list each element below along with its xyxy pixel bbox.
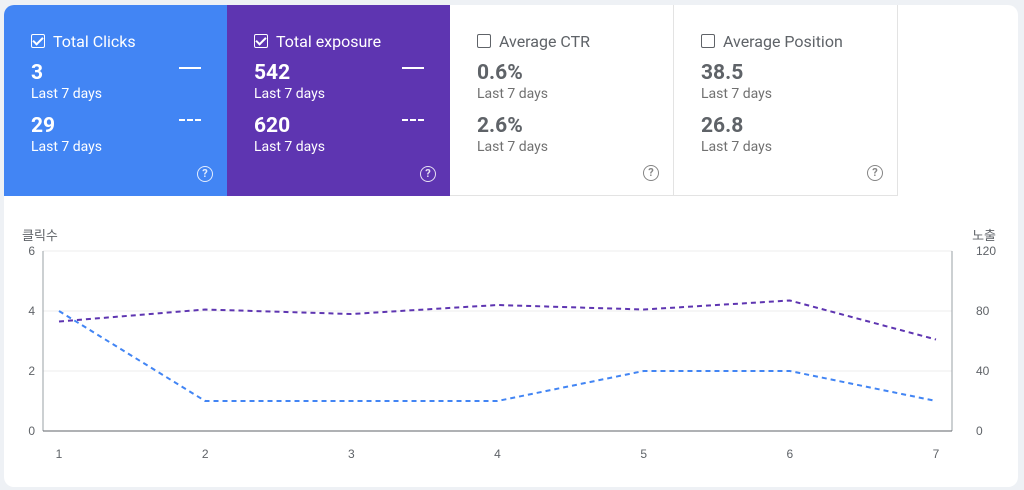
metric-value-previous: 2.6% bbox=[477, 114, 523, 138]
chart-plot: 0 2 4 6 0 40 80 120 1 2 3 4 5 6 7 bbox=[28, 244, 996, 461]
metric-period-current: Last 7 days bbox=[701, 86, 773, 102]
y-right-tick-label: 80 bbox=[976, 304, 990, 318]
legend-dashed-line-icon bbox=[179, 119, 201, 121]
metric-period-current: Last 7 days bbox=[477, 86, 549, 102]
y-left-tick-label: 4 bbox=[28, 304, 35, 318]
metric-period-current: Last 7 days bbox=[31, 86, 103, 102]
performance-card: Total Clicks 3 Last 7 days 29 Last 7 day… bbox=[4, 5, 1018, 487]
metric-total-exposure[interactable]: Total exposure 542 Last 7 days 620 Last … bbox=[227, 5, 450, 196]
metric-value-current: 3 bbox=[31, 61, 44, 85]
metric-period-previous: Last 7 days bbox=[701, 139, 773, 155]
metric-value-previous: 29 bbox=[31, 114, 56, 138]
help-icon[interactable]: ? bbox=[420, 166, 436, 182]
metric-value-current: 0.6% bbox=[477, 61, 523, 85]
metric-header: Average Position bbox=[701, 31, 897, 51]
legend-dashed-line-icon bbox=[402, 119, 424, 121]
series-clicks-line bbox=[58, 310, 937, 402]
x-tick-label: 6 bbox=[786, 447, 793, 461]
checkbox-unchecked-icon[interactable] bbox=[701, 34, 715, 48]
metric-tabs: Total Clicks 3 Last 7 days 29 Last 7 day… bbox=[4, 5, 898, 196]
metric-period-previous: Last 7 days bbox=[477, 139, 549, 155]
metric-period-current: Last 7 days bbox=[254, 86, 326, 102]
x-tick-label: 5 bbox=[640, 447, 647, 461]
legend-solid-line-icon bbox=[402, 67, 424, 69]
series-exposure-line bbox=[58, 299, 937, 341]
metric-value-previous: 26.8 bbox=[701, 114, 744, 138]
metric-value-previous: 620 bbox=[254, 114, 291, 138]
legend-solid-line-icon bbox=[179, 67, 201, 69]
checkbox-checked-icon[interactable] bbox=[31, 34, 45, 48]
metric-average-ctr[interactable]: Average CTR 0.6% Last 7 days 2.6% Last 7… bbox=[450, 5, 674, 196]
y-left-tick-label: 6 bbox=[28, 244, 35, 258]
x-tick-label: 1 bbox=[56, 447, 63, 461]
metric-label: Average Position bbox=[723, 31, 843, 51]
y-left-tick-label: 2 bbox=[28, 364, 35, 378]
help-icon[interactable]: ? bbox=[867, 165, 883, 181]
help-icon[interactable]: ? bbox=[197, 166, 213, 182]
help-icon[interactable]: ? bbox=[643, 165, 659, 181]
metric-period-previous: Last 7 days bbox=[254, 139, 326, 155]
y-axis-right-title: 노출 bbox=[972, 229, 996, 244]
metric-value-current: 542 bbox=[254, 61, 291, 85]
x-tick-label: 2 bbox=[202, 447, 209, 461]
checkbox-unchecked-icon[interactable] bbox=[477, 34, 491, 48]
checkbox-checked-icon[interactable] bbox=[254, 34, 268, 48]
x-tick-label: 3 bbox=[348, 447, 355, 461]
metric-label: Total exposure bbox=[276, 31, 382, 51]
y-left-tick-label: 0 bbox=[28, 424, 35, 438]
metric-label: Total Clicks bbox=[53, 31, 136, 51]
y-axis-left-title: 클릭수 bbox=[22, 229, 58, 244]
metric-total-clicks[interactable]: Total Clicks 3 Last 7 days 29 Last 7 day… bbox=[4, 5, 227, 196]
y-right-tick-label: 40 bbox=[976, 364, 990, 378]
x-tick-label: 4 bbox=[494, 447, 501, 461]
metric-average-position[interactable]: Average Position 38.5 Last 7 days 26.8 L… bbox=[674, 5, 898, 196]
metric-label: Average CTR bbox=[499, 31, 591, 51]
metric-header: Total Clicks bbox=[31, 31, 227, 51]
x-tick-label: 7 bbox=[933, 447, 940, 461]
line-chart: 클릭수 노출 0 2 4 6 0 40 80 120 1 2 3 4 5 6 7 bbox=[4, 195, 1018, 487]
metric-header: Total exposure bbox=[254, 31, 450, 51]
y-right-tick-label: 0 bbox=[976, 424, 983, 438]
metric-period-previous: Last 7 days bbox=[31, 139, 103, 155]
metric-header: Average CTR bbox=[477, 31, 673, 51]
metric-value-current: 38.5 bbox=[701, 61, 744, 85]
y-right-tick-label: 120 bbox=[976, 244, 996, 258]
